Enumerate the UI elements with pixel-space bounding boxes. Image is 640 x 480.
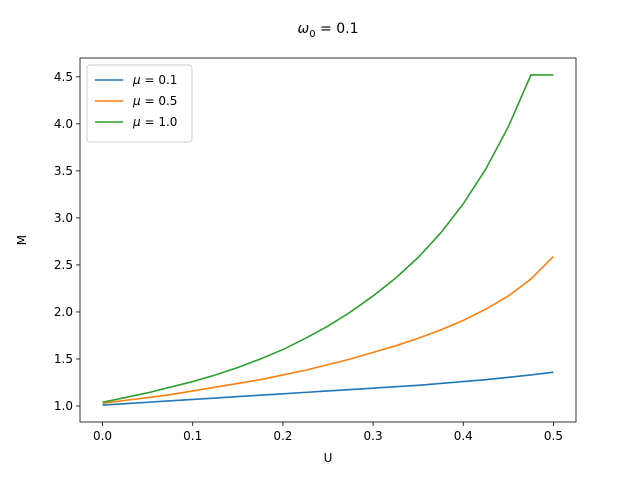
x-tick-label: 0.3 <box>364 429 383 443</box>
y-tick-label: 4.0 <box>54 117 73 131</box>
y-axis-label: M <box>15 235 29 245</box>
legend-label-3: μ = 1.0 <box>132 115 177 129</box>
y-tick-label: 3.0 <box>54 211 73 225</box>
y-tick-label: 2.5 <box>54 258 73 272</box>
series-line-1 <box>102 371 554 406</box>
axes-frame <box>79 57 577 423</box>
y-axis-ticks: 1.0 1.5 2.0 2.5 3.0 3.5 4.0 4.5 <box>54 70 80 413</box>
x-axis-label: U <box>324 451 333 465</box>
x-tick-label: 0.1 <box>183 429 202 443</box>
plot-area <box>102 74 555 406</box>
legend-label-1: μ = 0.1 <box>132 73 177 87</box>
legend-label-2: μ = 0.5 <box>132 94 177 108</box>
chart-title: ω0 = 0.1 <box>297 21 358 40</box>
y-tick-label: 3.5 <box>54 164 73 178</box>
series-line-3 <box>102 74 554 404</box>
x-tick-label: 0.4 <box>454 429 473 443</box>
series-line-2 <box>102 255 555 404</box>
x-tick-label: 0.2 <box>273 429 292 443</box>
y-tick-label: 2.0 <box>54 305 73 319</box>
x-tick-label: 0.0 <box>93 429 112 443</box>
y-tick-label: 4.5 <box>54 70 73 84</box>
legend: μ = 0.1 μ = 0.5 μ = 1.0 <box>86 64 193 143</box>
y-tick-label: 1.0 <box>54 399 73 413</box>
x-tick-label: 0.5 <box>544 429 563 443</box>
x-axis-ticks: 0.0 0.1 0.2 0.3 0.4 0.5 <box>93 422 563 443</box>
y-tick-label: 1.5 <box>54 352 73 366</box>
